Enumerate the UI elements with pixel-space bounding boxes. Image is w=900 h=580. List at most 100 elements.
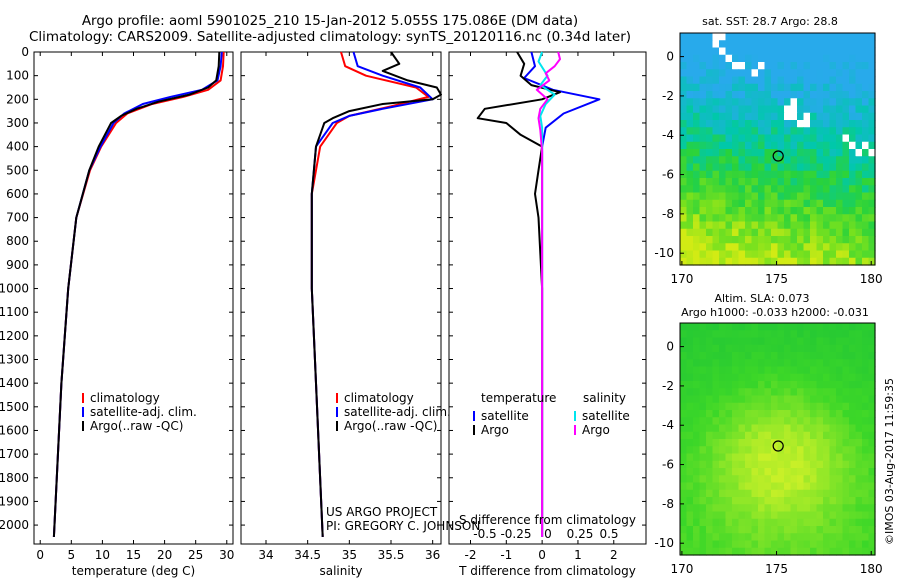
map-cell — [686, 127, 694, 136]
map-cell — [849, 69, 857, 78]
map-cell — [680, 337, 688, 346]
map-cell — [855, 468, 863, 476]
map-cell — [829, 388, 837, 397]
map-cell — [836, 149, 844, 157]
map-cell — [842, 323, 850, 331]
map-cell — [764, 482, 772, 491]
y-tick-label: 500 — [6, 163, 29, 177]
map-cell — [764, 83, 772, 92]
map-cell — [745, 410, 753, 418]
map-cell — [816, 359, 824, 368]
map-cell — [855, 482, 863, 491]
map-cell — [732, 511, 740, 520]
map-cell — [758, 497, 766, 505]
map-cell — [699, 352, 707, 360]
map-cell — [823, 156, 831, 165]
map-cell — [706, 475, 714, 484]
map-cell — [842, 120, 850, 128]
map-cell — [706, 33, 714, 41]
map-cell — [829, 526, 837, 534]
map-cell — [712, 185, 720, 194]
map-cell — [836, 33, 844, 41]
map-cell — [764, 366, 772, 375]
map-cell — [784, 141, 792, 150]
map-cell — [855, 337, 863, 346]
map-cell — [758, 112, 766, 121]
map-cell — [706, 482, 714, 491]
map-cell — [816, 344, 824, 353]
map-cell — [829, 83, 837, 92]
map-cell — [758, 352, 766, 360]
map-cell — [686, 221, 694, 230]
map-cell — [745, 352, 753, 360]
map-cell — [810, 112, 818, 121]
map-cell — [738, 489, 746, 498]
map-cell — [751, 236, 759, 244]
map-cell — [732, 323, 740, 331]
map-cell — [790, 323, 798, 331]
map-cell — [842, 446, 850, 455]
map-cell — [751, 344, 759, 353]
map-cell — [862, 62, 870, 70]
map-cell — [725, 105, 733, 114]
map-cell — [764, 410, 772, 418]
map-cell — [842, 170, 850, 179]
map-cell — [680, 112, 688, 121]
map-cell — [862, 533, 870, 542]
map-cell — [693, 207, 701, 215]
map-cell — [784, 76, 792, 85]
map-cell — [797, 207, 805, 215]
map-cell — [777, 460, 785, 469]
map-cell — [810, 417, 818, 426]
map-cell — [712, 83, 720, 92]
map-cell — [777, 120, 785, 128]
map-cell — [693, 47, 701, 56]
x-tick-label: 34 — [258, 548, 273, 562]
map-cell — [738, 62, 746, 70]
map-cell — [680, 381, 688, 389]
map-cell — [810, 518, 818, 527]
map-cell — [784, 417, 792, 426]
map-cell — [810, 547, 818, 556]
map-cell — [862, 424, 870, 433]
map-cell — [868, 127, 876, 136]
map-cell — [771, 453, 779, 462]
map-cell — [686, 431, 694, 440]
map-cell — [836, 504, 844, 513]
map-cell — [693, 112, 701, 121]
map-cell — [686, 134, 694, 143]
map-cell — [836, 134, 844, 143]
map-cell — [758, 134, 766, 143]
map-cell — [719, 221, 727, 230]
map-cell — [810, 446, 818, 455]
map-cell — [777, 337, 785, 346]
map-cell — [725, 323, 733, 331]
map-cell — [849, 468, 857, 476]
map-cell — [738, 373, 746, 382]
map-cell — [745, 76, 753, 85]
map-cell — [712, 54, 720, 63]
map-cell — [745, 257, 753, 266]
x-tick-label: 0 — [36, 548, 44, 562]
map-cell — [738, 207, 746, 215]
map-cell — [823, 518, 831, 527]
map-cell — [829, 141, 837, 150]
map-cell — [842, 192, 850, 201]
map-cell — [706, 156, 714, 165]
map-cell — [758, 76, 766, 85]
map-cell — [719, 395, 727, 404]
map-cell — [842, 359, 850, 368]
map-cell — [686, 381, 694, 389]
map-cell — [849, 76, 857, 85]
map-cell — [862, 91, 870, 99]
map-cell — [725, 453, 733, 462]
map-cell — [777, 149, 785, 157]
map-cell — [816, 410, 824, 418]
map-cell — [758, 431, 766, 440]
map-cell — [862, 207, 870, 215]
map-cell — [810, 453, 818, 462]
map-cell — [712, 381, 720, 389]
map-cell — [790, 366, 798, 375]
map-cell — [719, 40, 727, 49]
map-cell — [790, 417, 798, 426]
